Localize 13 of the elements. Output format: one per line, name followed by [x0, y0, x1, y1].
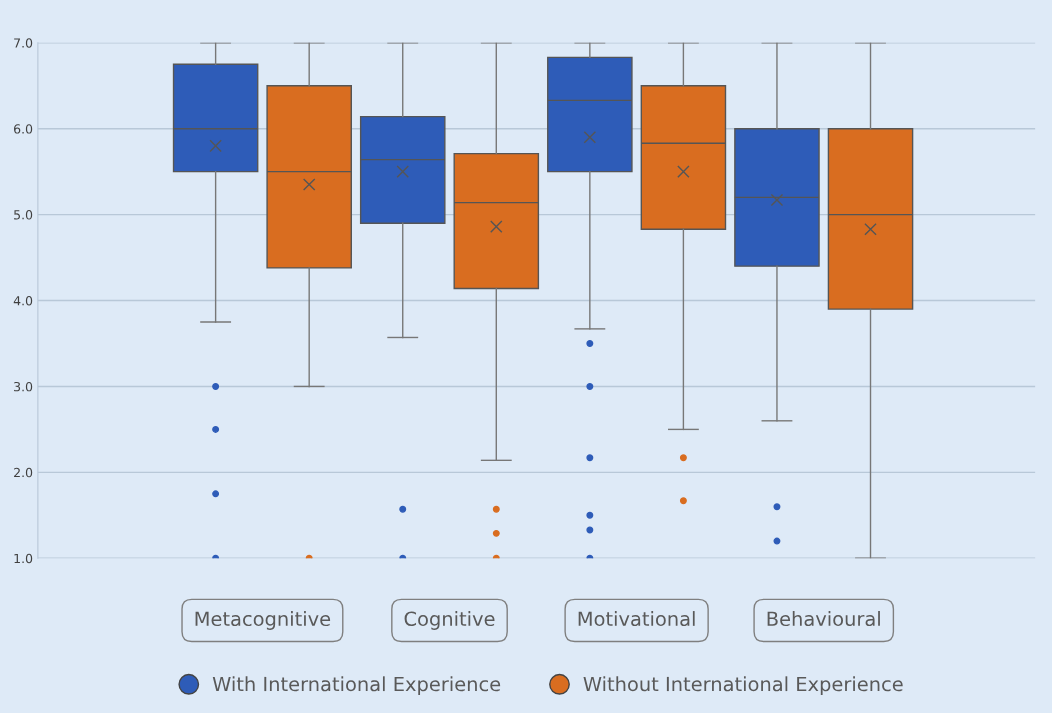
- y-tick-label: 6.0: [14, 124, 33, 134]
- y-tick-label: 3.0: [14, 381, 33, 392]
- legend-label: With International Experience: [212, 676, 501, 696]
- y-tick-label: 7.0: [14, 38, 33, 48]
- y-tick-label: 4.0: [13, 296, 33, 306]
- x-tick-label: Cognitive: [404, 611, 495, 630]
- y-tick-label: 5.0: [14, 210, 33, 220]
- y-tick-label: 2.0: [14, 467, 33, 478]
- y-tick-label: 1.0: [14, 553, 33, 564]
- x-tick-label: Motivational: [578, 611, 695, 627]
- x-tick-label: Behavioural: [767, 611, 880, 627]
- x-tick-label: Metacognitive: [195, 611, 331, 630]
- legend-label: Without International Experience: [583, 676, 903, 696]
